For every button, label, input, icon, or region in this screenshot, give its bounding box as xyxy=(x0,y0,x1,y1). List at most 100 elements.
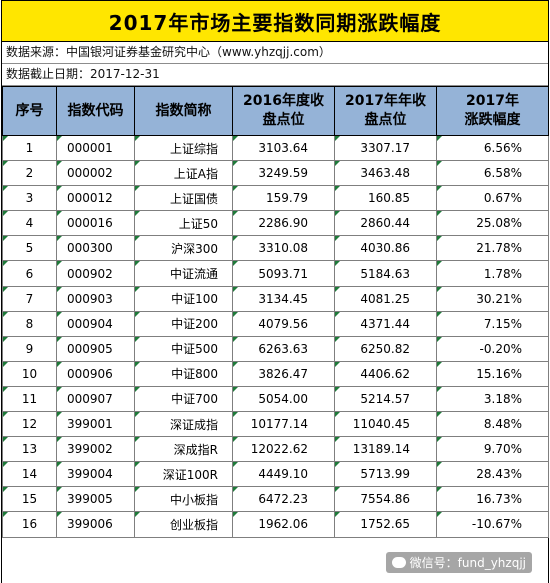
cell-close-2016: 10177.14 xyxy=(232,411,335,438)
cell-close-2016: 3103.64 xyxy=(232,134,335,162)
cell-close-2016: 5093.71 xyxy=(232,260,335,287)
cell-change: 6.58% xyxy=(436,160,549,187)
table-row: 12 399001 深证成指 10177.14 11040.45 8.48% xyxy=(2,411,549,438)
cell-name: 沪深300 xyxy=(134,235,233,262)
table-row: 16 399006 创业板指 1962.06 1752.65 -10.67% xyxy=(2,511,549,538)
table-row: 1 000001 上证综指 3103.64 3307.17 6.56% xyxy=(2,134,549,162)
cell-close-2017: 13189.14 xyxy=(334,436,437,463)
cell-no: 9 xyxy=(2,335,57,362)
cell-change: 21.78% xyxy=(436,235,549,262)
cell-code: 000903 xyxy=(56,285,135,312)
cell-close-2017: 5713.99 xyxy=(334,461,437,488)
cell-no: 5 xyxy=(2,235,57,262)
header-code: 指数代码 xyxy=(56,86,135,136)
cell-close-2016: 3826.47 xyxy=(232,360,335,387)
table-row: 3 000012 上证国债 159.79 160.85 0.67% xyxy=(2,185,549,212)
cell-code: 000906 xyxy=(56,360,135,387)
table-row: 13 399002 深成指R 12022.62 13189.14 9.70% xyxy=(2,436,549,463)
header-change-2017: 2017年涨跌幅度 xyxy=(436,86,549,136)
table-row: 11 000907 中证700 5054.00 5214.57 3.18% xyxy=(2,385,549,413)
cell-change: 16.73% xyxy=(436,486,549,513)
cell-no: 7 xyxy=(2,285,57,312)
cell-change: 28.43% xyxy=(436,461,549,488)
cell-name: 深成指R xyxy=(134,436,233,463)
cell-change: 8.48% xyxy=(436,411,549,438)
cell-close-2017: 2860.44 xyxy=(334,210,437,237)
cell-code: 000001 xyxy=(56,134,135,162)
cell-code: 399001 xyxy=(56,411,135,438)
header-close-2017: 2017年年收盘点位 xyxy=(334,86,437,136)
cell-no: 4 xyxy=(2,210,57,237)
cell-name: 中证500 xyxy=(134,335,233,362)
cell-no: 10 xyxy=(2,360,57,387)
table-row: 9 000905 中证500 6263.63 6250.82 -0.20% xyxy=(2,335,549,362)
data-date-line: 数据截止日期：2017-12-31 xyxy=(2,64,548,86)
wechat-icon xyxy=(391,557,406,568)
data-source-line: 数据来源：中国银河证券基金研究中心（www.yhzqjj.com） xyxy=(2,42,548,64)
cell-change: 1.78% xyxy=(436,260,549,287)
cell-code: 000907 xyxy=(56,385,135,413)
cell-name: 深证100R xyxy=(134,461,233,488)
cell-close-2017: 4406.62 xyxy=(334,360,437,387)
cell-name: 中证流通 xyxy=(134,260,233,287)
cell-close-2017: 4371.44 xyxy=(334,310,437,337)
cell-no: 6 xyxy=(2,260,57,287)
cell-close-2017: 6250.82 xyxy=(334,335,437,362)
cell-no: 16 xyxy=(2,511,57,538)
watermark-text: 微信号：fund_yhzqjj xyxy=(409,556,526,570)
cell-close-2017: 5184.63 xyxy=(334,260,437,287)
cell-change: 30.21% xyxy=(436,285,549,312)
cell-change: 7.15% xyxy=(436,310,549,337)
cell-change: 3.18% xyxy=(436,385,549,413)
header-close-2016: 2016年度收盘点位 xyxy=(232,86,335,136)
table-row: 5 000300 沪深300 3310.08 4030.86 21.78% xyxy=(2,235,549,262)
table-row: 14 399004 深证100R 4449.10 5713.99 28.43% xyxy=(2,461,549,488)
cell-change: 9.70% xyxy=(436,436,549,463)
header-row: 序号 指数代码 指数简称 2016年度收盘点位 2017年年收盘点位 2017年… xyxy=(2,86,549,136)
cell-code: 399005 xyxy=(56,486,135,513)
cell-no: 12 xyxy=(2,411,57,438)
cell-change: 25.08% xyxy=(436,210,549,237)
cell-close-2016: 6263.63 xyxy=(232,335,335,362)
cell-close-2016: 3249.59 xyxy=(232,160,335,187)
table-row: 6 000902 中证流通 5093.71 5184.63 1.78% xyxy=(2,260,549,287)
table-row: 8 000904 中证200 4079.56 4371.44 7.15% xyxy=(2,310,549,337)
table-row: 10 000906 中证800 3826.47 4406.62 15.16% xyxy=(2,360,549,387)
table-row: 2 000002 上证A指 3249.59 3463.48 6.58% xyxy=(2,160,549,187)
cell-close-2017: 11040.45 xyxy=(334,411,437,438)
cell-close-2016: 5054.00 xyxy=(232,385,335,413)
cell-name: 上证综指 xyxy=(134,134,233,162)
cell-name: 深证成指 xyxy=(134,411,233,438)
wechat-watermark: 微信号：fund_yhzqjj xyxy=(385,552,532,573)
table-row: 7 000903 中证100 3134.45 4081.25 30.21% xyxy=(2,285,549,312)
header-no: 序号 xyxy=(2,86,57,136)
cell-no: 1 xyxy=(2,134,57,162)
cell-no: 13 xyxy=(2,436,57,463)
cell-name: 中小板指 xyxy=(134,486,233,513)
cell-close-2017: 5214.57 xyxy=(334,385,437,413)
cell-code: 000002 xyxy=(56,160,135,187)
cell-change: 6.56% xyxy=(436,134,549,162)
table-row: 15 399005 中小板指 6472.23 7554.86 16.73% xyxy=(2,486,549,513)
cell-no: 15 xyxy=(2,486,57,513)
cell-code: 399006 xyxy=(56,511,135,538)
cell-code: 000902 xyxy=(56,260,135,287)
cell-change: -0.20% xyxy=(436,335,549,362)
cell-close-2016: 6472.23 xyxy=(232,486,335,513)
cell-change: 0.67% xyxy=(436,185,549,212)
cell-name: 创业板指 xyxy=(134,511,233,538)
cell-close-2016: 3134.45 xyxy=(232,285,335,312)
header-name: 指数简称 xyxy=(134,86,233,136)
cell-close-2016: 1962.06 xyxy=(232,511,335,538)
cell-change: 15.16% xyxy=(436,360,549,387)
cell-code: 000905 xyxy=(56,335,135,362)
cell-close-2016: 3310.08 xyxy=(232,235,335,262)
cell-close-2016: 4079.56 xyxy=(232,310,335,337)
header-change-2017-label: 2017年涨跌幅度 xyxy=(464,93,521,128)
cell-code: 399004 xyxy=(56,461,135,488)
header-close-2016-label: 2016年度收盘点位 xyxy=(243,93,324,128)
cell-code: 000904 xyxy=(56,310,135,337)
cell-close-2017: 160.85 xyxy=(334,185,437,212)
cell-close-2016: 12022.62 xyxy=(232,436,335,463)
